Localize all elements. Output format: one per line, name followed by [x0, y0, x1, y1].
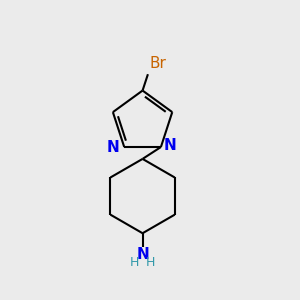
Text: Br: Br — [149, 56, 166, 71]
Text: H: H — [146, 256, 156, 269]
Text: N: N — [136, 248, 149, 262]
Text: N: N — [107, 140, 120, 154]
Text: H: H — [130, 256, 139, 269]
Text: N: N — [164, 138, 177, 153]
